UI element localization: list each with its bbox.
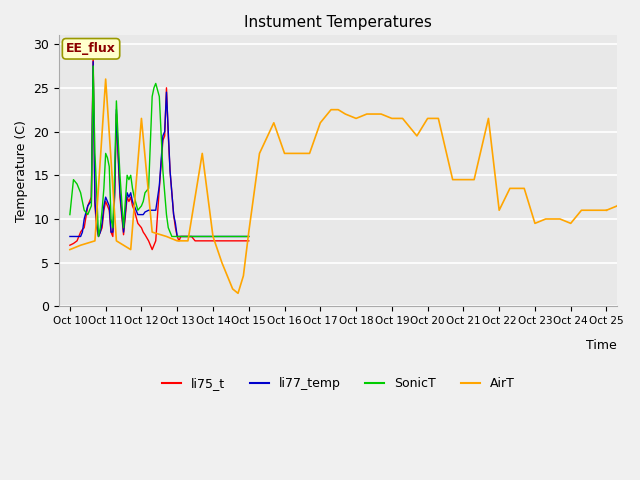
SonicT — [166, 229, 174, 235]
AirT — [484, 116, 492, 121]
li77_temp — [66, 234, 74, 240]
AirT — [223, 273, 231, 279]
SonicT — [90, 63, 97, 69]
AirT — [306, 151, 314, 156]
AirT — [542, 216, 550, 222]
AirT — [316, 120, 324, 126]
AirT — [424, 116, 431, 121]
li77_temp — [90, 59, 97, 64]
Line: SonicT: SonicT — [70, 66, 249, 237]
AirT — [66, 247, 74, 252]
SonicT — [227, 234, 235, 240]
AirT — [198, 151, 206, 156]
AirT — [470, 177, 478, 182]
AirT — [91, 238, 99, 244]
li77_temp — [234, 234, 242, 240]
Line: li75_t: li75_t — [70, 53, 249, 250]
SonicT — [93, 190, 100, 196]
AirT — [138, 116, 145, 121]
SonicT — [237, 234, 245, 240]
AirT — [592, 207, 600, 213]
AirT — [113, 238, 120, 244]
li75_t — [73, 238, 81, 244]
li75_t — [145, 238, 152, 244]
AirT — [578, 207, 586, 213]
li75_t — [245, 238, 253, 244]
li77_temp — [245, 234, 253, 240]
AirT — [229, 286, 237, 292]
li75_t — [227, 238, 235, 244]
AirT — [234, 290, 242, 296]
AirT — [399, 116, 406, 121]
li77_temp — [145, 207, 152, 213]
AirT — [127, 247, 134, 252]
AirT — [342, 111, 349, 117]
li77_temp — [111, 190, 118, 196]
X-axis label: Time: Time — [586, 339, 617, 352]
AirT — [334, 107, 342, 112]
AirT — [148, 229, 156, 235]
AirT — [495, 207, 503, 213]
AirT — [352, 116, 360, 121]
SonicT — [245, 234, 253, 240]
li75_t — [93, 225, 100, 230]
AirT — [506, 185, 514, 191]
AirT — [173, 238, 181, 244]
AirT — [255, 151, 263, 156]
li77_temp — [164, 129, 172, 134]
AirT — [363, 111, 371, 117]
AirT — [567, 220, 575, 226]
li75_t — [166, 168, 174, 174]
AirT — [218, 260, 226, 265]
AirT — [270, 120, 278, 126]
li77_temp — [191, 234, 199, 240]
SonicT — [73, 181, 81, 187]
li77_temp — [73, 234, 81, 240]
AirT — [603, 207, 611, 213]
AirT — [556, 216, 564, 222]
SonicT — [66, 212, 74, 217]
AirT — [449, 177, 456, 182]
AirT — [245, 229, 253, 235]
AirT — [184, 238, 192, 244]
AirT — [435, 116, 442, 121]
li75_t — [66, 242, 74, 248]
AirT — [327, 107, 335, 112]
AirT — [377, 111, 385, 117]
AirT — [102, 76, 109, 82]
AirT — [239, 273, 247, 279]
AirT — [77, 242, 84, 248]
Line: AirT: AirT — [70, 79, 607, 293]
AirT — [531, 220, 539, 226]
AirT — [281, 151, 289, 156]
SonicT — [148, 94, 156, 99]
li75_t — [237, 238, 245, 244]
li75_t — [148, 247, 156, 252]
Text: EE_flux: EE_flux — [66, 42, 116, 55]
SonicT — [95, 234, 102, 240]
AirT — [291, 151, 299, 156]
AirT — [209, 234, 217, 240]
AirT — [460, 177, 467, 182]
AirT — [163, 234, 170, 240]
AirT — [388, 116, 396, 121]
li75_t — [90, 50, 97, 56]
Line: li77_temp: li77_temp — [70, 61, 249, 237]
AirT — [413, 133, 420, 139]
AirT — [520, 185, 528, 191]
Y-axis label: Temperature (C): Temperature (C) — [15, 120, 28, 222]
Legend: li75_t, li77_temp, SonicT, AirT: li75_t, li77_temp, SonicT, AirT — [157, 372, 520, 396]
Title: Instument Temperatures: Instument Temperatures — [244, 15, 432, 30]
